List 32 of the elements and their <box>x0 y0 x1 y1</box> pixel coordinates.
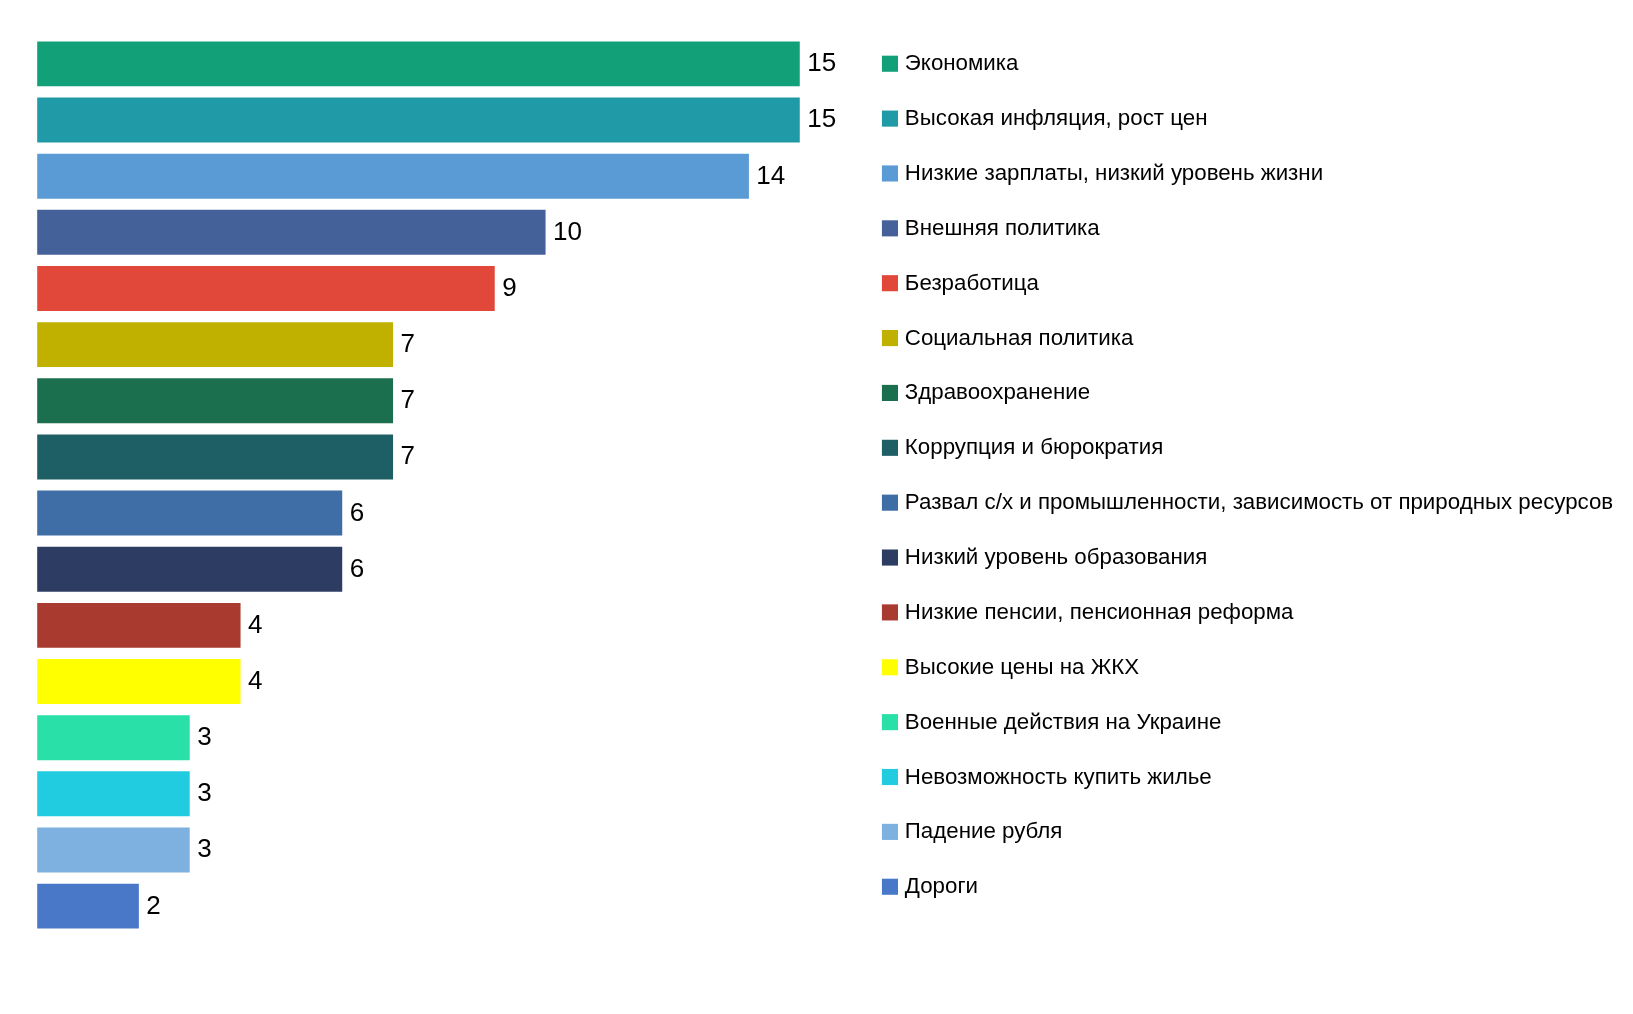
data-label: 7 <box>400 440 415 471</box>
legend-label: Коррупция и бюрократия <box>904 434 1164 460</box>
data-label: 6 <box>349 496 365 527</box>
legend-label: Дороги <box>904 873 978 899</box>
data-label: 7 <box>400 328 415 359</box>
legend-label: Низкие пенсии, пенсионная реформа <box>904 598 1295 624</box>
legend-label: Низкие зарплаты, низкий уровень жизни <box>904 159 1324 185</box>
data-label: 6 <box>349 552 365 583</box>
data-label: 3 <box>197 721 212 752</box>
legend-label: Высокая инфляция, рост цен <box>904 105 1208 131</box>
legend-label: Социальная политика <box>904 324 1134 350</box>
legend-label: Падение рубля <box>904 818 1063 844</box>
data-label: 3 <box>197 833 212 864</box>
legend-label: Высокие цены на ЖКХ <box>904 653 1140 679</box>
data-label: 2 <box>146 889 161 920</box>
data-label: 9 <box>502 271 517 302</box>
legend-label: Низкий уровень образования <box>904 544 1208 570</box>
data-label: 15 <box>807 103 837 134</box>
data-label: 7 <box>400 384 415 415</box>
data-label: 4 <box>247 664 263 695</box>
legend-label: Безработица <box>904 269 1040 295</box>
data-label: 3 <box>197 777 212 808</box>
legend-label: Развал с/х и промышленности, зависимость от природных ресурсов <box>904 489 1614 515</box>
legend-label: Внешняя политика <box>904 214 1101 240</box>
data-label: 10 <box>553 215 582 246</box>
data-label: 4 <box>247 608 263 639</box>
legend-label: Военные действия на Украине <box>904 708 1222 734</box>
data-label: 15 <box>807 47 837 78</box>
legend-label: Экономика <box>904 50 1020 76</box>
data-label: 14 <box>756 159 786 190</box>
legend-label: Здравоохранение <box>904 379 1091 405</box>
legend-label: Невозможность купить жилье <box>904 763 1212 789</box>
